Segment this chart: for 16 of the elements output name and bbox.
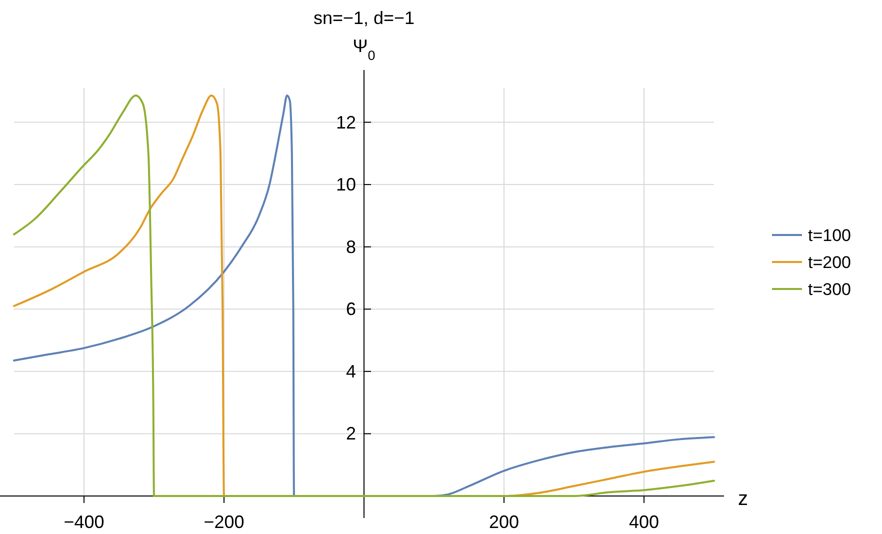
chart-title: sn=−1, d=−1 xyxy=(313,8,415,28)
legend-label: t=300 xyxy=(808,280,852,299)
y-tick-label: 8 xyxy=(346,236,356,257)
x-tick-label: 400 xyxy=(628,512,660,532)
y-axis-title: Ψ$_{0}$ xyxy=(352,36,376,62)
x-tick-label: −400 xyxy=(64,512,104,532)
x-tick-label: 200 xyxy=(488,512,520,532)
x-axis-title: z xyxy=(738,488,748,510)
y-tick-label: 2 xyxy=(346,424,356,444)
y-tick-label: 12 xyxy=(336,112,356,132)
x-tick-label: −200 xyxy=(204,512,244,532)
y-tick-label: 10 xyxy=(336,174,356,195)
y-tick-label: 6 xyxy=(346,299,356,320)
legend-label: t=100 xyxy=(808,226,852,245)
y-tick-label: 4 xyxy=(346,361,356,382)
legend-label: t=200 xyxy=(808,253,852,272)
